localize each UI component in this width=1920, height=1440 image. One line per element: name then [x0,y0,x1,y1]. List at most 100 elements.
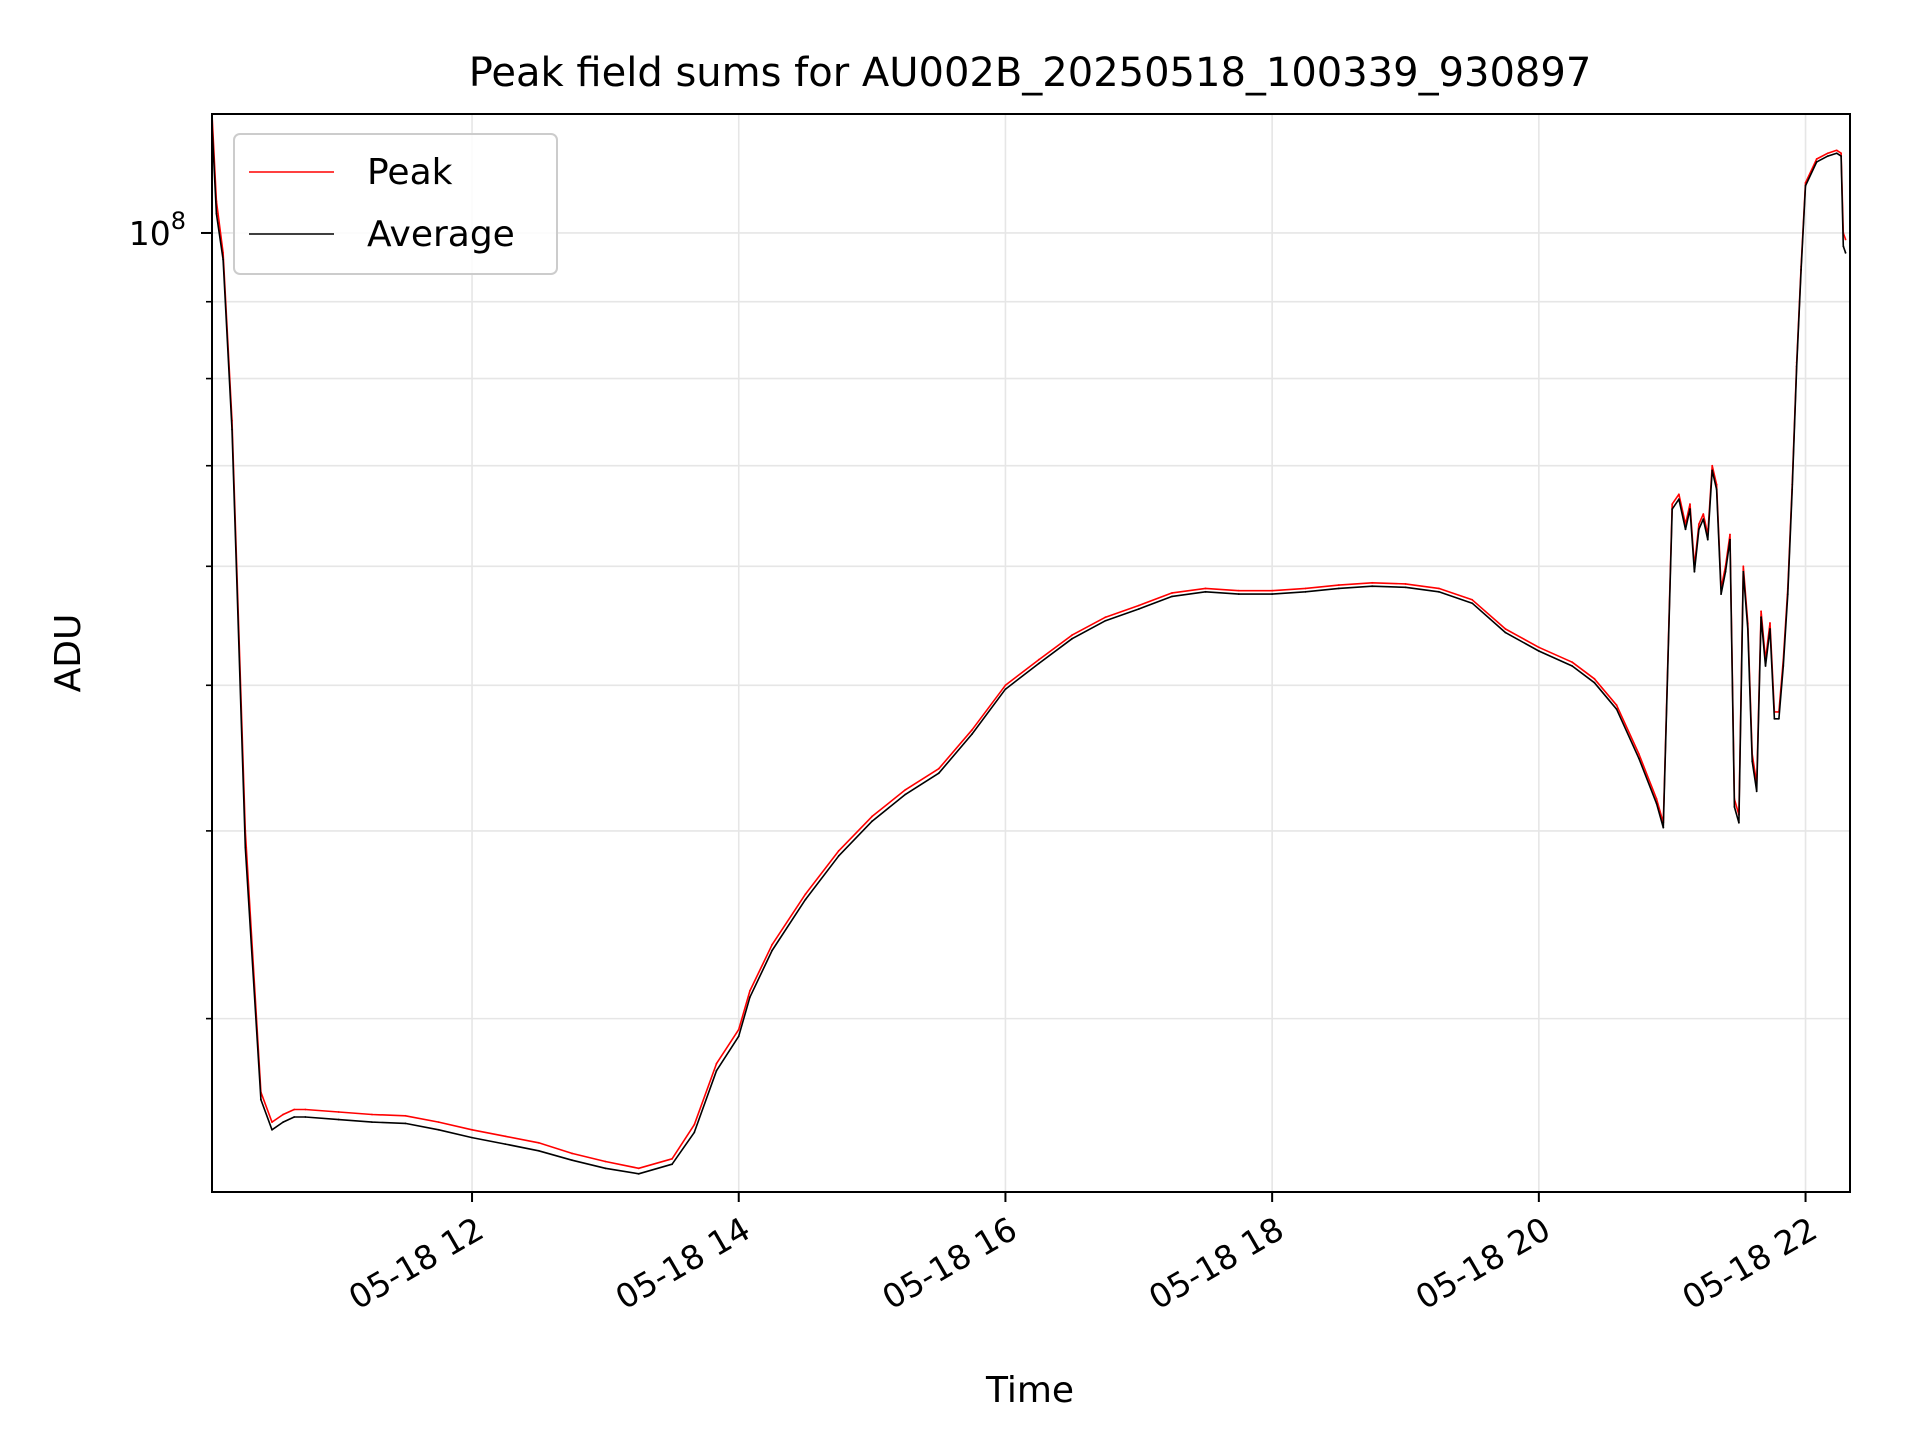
series-point-peak-11 [371,1113,373,1116]
series-point-average-12 [404,1122,407,1125]
series-point-average-82 [1795,365,1798,368]
series-point-average-53 [1655,802,1658,805]
series-point-peak-24 [748,990,751,992]
series-point-peak-28 [871,815,873,818]
series-point-average-37 [1171,595,1174,598]
series-point-average-86 [1826,155,1829,158]
series-point-peak-90 [1844,238,1847,241]
series-point-peak-37 [1171,592,1174,594]
series-point-average-41 [1304,590,1307,593]
series-average [212,124,1847,1175]
grid-lines [212,114,1850,1192]
series-point-peak-16 [537,1141,540,1144]
series-point-average-1 [215,212,218,215]
series-point-average-73 [1755,790,1758,793]
series-point-peak-34 [1071,634,1074,636]
legend-peak-label: Peak [367,152,453,193]
series-point-peak-46 [1471,598,1474,601]
series-point-average-33 [1037,662,1040,665]
series-point-average-48 [1537,650,1540,652]
series-point-peak-61 [1702,513,1705,515]
series-point-average-46 [1471,602,1474,605]
series-point-peak-44 [1404,583,1407,585]
series-point-peak-53 [1655,798,1658,800]
series-point-peak-22 [715,1062,718,1065]
series-point-average-76 [1769,628,1771,630]
series-point-average-31 [971,733,974,735]
series-point-average-4 [244,846,247,849]
series-point-average-14 [471,1136,473,1139]
series-point-average-77 [1773,717,1776,720]
series-point-peak-49 [1571,661,1574,664]
series-point-peak-87 [1835,149,1838,152]
series-point-average-44 [1404,586,1407,589]
series-point-peak-15 [504,1135,507,1138]
series-point-peak-85 [1815,158,1818,160]
series-point-average-66 [1724,570,1727,573]
series-point-average-50 [1593,681,1596,684]
series-point-peak-20 [671,1157,673,1160]
series-point-average-68 [1733,805,1736,808]
series-point-average-52 [1637,757,1640,760]
series-point-average-56 [1677,498,1680,501]
series-point-average-21 [693,1131,696,1134]
series-point-average-49 [1571,665,1574,667]
series-point-peak-12 [404,1114,407,1117]
series-point-peak-36 [1137,604,1140,607]
series-point-average-5 [259,1098,262,1101]
series-point-peak-50 [1593,677,1596,680]
series-point-average-24 [748,996,751,999]
series-point-average-20 [671,1163,673,1166]
series-point-peak-48 [1537,646,1540,649]
series-point-peak-25 [771,943,773,946]
series-point-average-28 [871,820,873,823]
series-point-average-25 [771,949,773,952]
series-point-peak-33 [1037,658,1040,661]
series-point-peak-40 [1271,589,1274,592]
series-point-average-40 [1271,593,1274,595]
series-point-peak-58 [1689,503,1691,506]
series-point-average-71 [1746,628,1749,630]
series-point-peak-29 [904,788,907,791]
series-point-peak-32 [1004,684,1007,687]
series-point-peak-63 [1711,464,1714,467]
series-layer [212,114,1847,1175]
series-point-peak-70 [1742,565,1745,568]
series-point-average-54 [1662,826,1665,829]
series-point-peak-55 [1671,503,1674,506]
series-point-average-67 [1729,538,1731,541]
series-point-peak-31 [971,728,974,731]
series-point-average-58 [1689,508,1691,510]
series-point-peak-35 [1104,616,1107,619]
series-point-average-64 [1715,488,1718,491]
series-point-peak-23 [737,1028,740,1031]
series-point-average-26 [804,898,807,901]
series-point-peak-7 [282,1113,285,1116]
series-point-average-69 [1737,821,1740,824]
series-point-average-43 [1371,585,1374,588]
series-point-peak-18 [604,1160,607,1163]
series-point-average-70 [1742,570,1745,573]
series-point-average-81 [1791,488,1794,491]
series-point-peak-42 [1337,584,1340,586]
series-point-average-74 [1760,616,1762,619]
series-point-peak-47 [1504,628,1507,630]
series-point-average-15 [504,1143,507,1146]
series-point-peak-30 [937,767,940,770]
series-point-peak-38 [1204,587,1207,590]
series-point-average-88 [1840,155,1843,158]
series-point-peak-27 [837,849,840,852]
y-axis-label: ADU [48,614,89,693]
series-point-average-83 [1800,268,1803,271]
legend-box [233,133,558,275]
series-point-peak-6 [271,1121,273,1124]
series-point-peak-74 [1760,610,1762,613]
series-point-average-78 [1777,717,1780,720]
series-point-average-65 [1720,593,1722,595]
series-point-peak-86 [1826,152,1829,155]
series-point-peak-21 [693,1123,696,1126]
series-point-average-27 [837,854,840,857]
series-point-peak-52 [1637,753,1640,755]
series-point-average-80 [1786,593,1789,595]
